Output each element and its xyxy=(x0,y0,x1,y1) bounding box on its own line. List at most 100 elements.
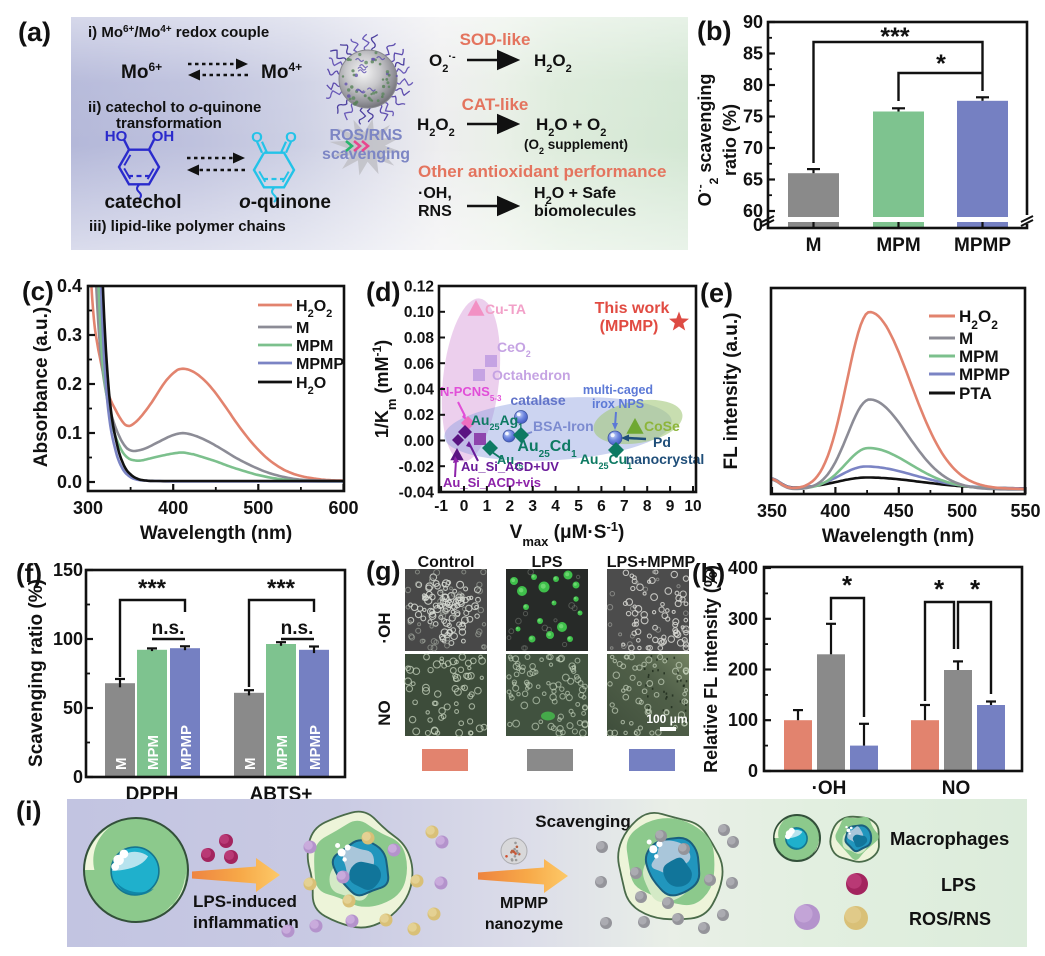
svg-text:NO: NO xyxy=(375,700,394,726)
svg-text:Scavenging ratio (%): Scavenging ratio (%) xyxy=(26,579,47,767)
svg-text:0.02: 0.02 xyxy=(404,407,434,424)
svg-text:MPM: MPM xyxy=(296,338,333,355)
svg-text:Au25Cu1: Au25Cu1 xyxy=(580,451,632,471)
svg-text:500: 500 xyxy=(243,498,273,518)
svg-text:(MPMP): (MPMP) xyxy=(600,318,659,335)
svg-text:O: O xyxy=(251,129,263,146)
svg-text:O: O xyxy=(285,129,297,146)
svg-text:200: 200 xyxy=(728,660,758,680)
svg-text:0.04: 0.04 xyxy=(404,382,435,399)
svg-text:H2O + Safe: H2O + Safe xyxy=(534,185,616,207)
svg-text:ii) catechol to o-quinone: ii) catechol to o-quinone xyxy=(88,99,261,116)
svg-text:MPMP: MPMP xyxy=(959,365,1010,384)
svg-text:NO: NO xyxy=(942,778,971,799)
svg-text:(h): (h) xyxy=(692,558,725,588)
svg-text:100: 100 xyxy=(53,629,83,649)
svg-text:FL intensity (a.u.): FL intensity (a.u.) xyxy=(721,313,742,470)
svg-text:ratio (%): ratio (%) xyxy=(720,104,740,176)
svg-text:i) Mo6+/Mo4+ redox couple: i) Mo6+/Mo4+ redox couple xyxy=(88,24,269,42)
svg-text:Wavelength (nm): Wavelength (nm) xyxy=(140,523,292,544)
svg-text:biomolecules: biomolecules xyxy=(534,203,636,220)
svg-text:0.08: 0.08 xyxy=(404,330,435,347)
svg-text:(c): (c) xyxy=(22,276,54,306)
svg-text:inflammation: inflammation xyxy=(193,913,299,932)
svg-text:Pd: Pd xyxy=(653,434,671,450)
svg-text:*: * xyxy=(934,574,945,604)
svg-text:Relative FL intensity (%): Relative FL intensity (%) xyxy=(701,565,721,773)
svg-text:Cu-TA: Cu-TA xyxy=(485,301,526,317)
svg-text:70: 70 xyxy=(743,138,763,158)
svg-text:MPM: MPM xyxy=(876,235,920,256)
svg-text:BSA-Iron: BSA-Iron xyxy=(533,418,594,434)
svg-text:O2·-: O2·- xyxy=(429,51,456,75)
svg-text:0.1: 0.1 xyxy=(57,423,82,443)
svg-text:Octahedron: Octahedron xyxy=(492,367,571,383)
svg-text:-0.04: -0.04 xyxy=(399,485,435,502)
svg-text:(e): (e) xyxy=(700,278,733,308)
svg-text:5: 5 xyxy=(574,498,583,515)
svg-text:MPM: MPM xyxy=(959,347,999,366)
svg-text:(d): (d) xyxy=(366,277,400,307)
svg-text:75: 75 xyxy=(743,107,763,127)
svg-text:(g): (g) xyxy=(366,556,400,586)
svg-text:nanocrystal: nanocrystal xyxy=(626,451,705,467)
svg-text:Vmax (μM·S-1): Vmax (μM·S-1) xyxy=(510,519,625,549)
svg-text:150: 150 xyxy=(53,560,83,580)
svg-text:0: 0 xyxy=(73,767,83,787)
svg-text:OH: OH xyxy=(152,128,175,145)
svg-text:Au25Ag1: Au25Ag1 xyxy=(471,412,523,432)
svg-text:O·-2 scavenging: O·-2 scavenging xyxy=(693,74,721,207)
svg-text:***: *** xyxy=(267,575,296,602)
svg-text:80: 80 xyxy=(743,75,763,95)
svg-text:6: 6 xyxy=(597,498,606,515)
svg-text:7: 7 xyxy=(620,498,629,515)
svg-text:450: 450 xyxy=(884,501,914,521)
svg-text:Mo4+: Mo4+ xyxy=(261,60,302,83)
svg-text:Other antioxidant performance: Other antioxidant performance xyxy=(418,162,666,181)
svg-text:0.2: 0.2 xyxy=(57,374,82,394)
svg-text:H2O2: H2O2 xyxy=(417,115,455,139)
svg-text:·OH: ·OH xyxy=(375,612,394,643)
svg-text:CAT-like: CAT-like xyxy=(462,95,529,114)
svg-text:3: 3 xyxy=(528,498,537,515)
svg-text:500: 500 xyxy=(947,501,977,521)
svg-text:LPS: LPS xyxy=(531,556,562,571)
svg-text:10: 10 xyxy=(684,498,701,515)
svg-text:65: 65 xyxy=(743,170,763,190)
svg-text:***: *** xyxy=(880,23,909,51)
svg-text:Wavelength (nm): Wavelength (nm) xyxy=(822,526,974,547)
svg-text:8: 8 xyxy=(643,498,652,515)
svg-text:85: 85 xyxy=(743,44,763,64)
svg-text:-1: -1 xyxy=(434,498,448,515)
svg-text:PTA: PTA xyxy=(959,384,992,403)
svg-text:50: 50 xyxy=(63,698,83,718)
svg-text:1/Km (mM-1): 1/Km (mM-1) xyxy=(370,340,399,438)
svg-text:600: 600 xyxy=(328,498,358,518)
svg-text:0.0: 0.0 xyxy=(57,472,82,492)
svg-text:LPS-induced: LPS-induced xyxy=(193,892,297,911)
svg-text:4: 4 xyxy=(551,498,560,515)
svg-text:(a): (a) xyxy=(18,17,51,47)
svg-text:Scavenging: Scavenging xyxy=(535,812,630,831)
svg-text:SOD-like: SOD-like xyxy=(460,30,531,49)
svg-text:catalase: catalase xyxy=(510,392,565,408)
svg-text:ROS/RNS: ROS/RNS xyxy=(330,127,403,144)
svg-text:300: 300 xyxy=(728,609,758,629)
svg-text:MPMP: MPMP xyxy=(296,356,344,373)
svg-text:*: * xyxy=(970,574,981,604)
svg-text:M: M xyxy=(113,758,130,771)
svg-text:Au25Cd1: Au25Cd1 xyxy=(517,438,577,460)
svg-text:transformation: transformation xyxy=(116,115,222,132)
svg-text:N-PCNS5-3: N-PCNS5-3 xyxy=(440,384,502,403)
svg-text:0.06: 0.06 xyxy=(404,356,435,373)
svg-text:400: 400 xyxy=(158,498,188,518)
svg-text:100 μm: 100 μm xyxy=(646,712,687,726)
svg-text:CeO2: CeO2 xyxy=(497,339,531,359)
svg-text:2: 2 xyxy=(505,498,514,515)
svg-text:0.4: 0.4 xyxy=(57,276,82,296)
svg-text:100: 100 xyxy=(728,710,758,730)
svg-text:This work: This work xyxy=(595,300,670,317)
svg-text:(i): (i) xyxy=(16,796,41,826)
svg-text:o-quinone: o-quinone xyxy=(239,192,331,213)
svg-text:90: 90 xyxy=(743,12,763,32)
